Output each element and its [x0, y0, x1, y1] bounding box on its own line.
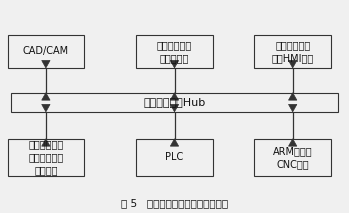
Text: ARM嵌入式
CNC系统: ARM嵌入式 CNC系统	[273, 146, 312, 169]
Polygon shape	[42, 60, 50, 68]
Bar	[254, 35, 331, 68]
Polygon shape	[42, 139, 50, 146]
Polygon shape	[170, 93, 179, 100]
Bar	[136, 35, 213, 68]
Polygon shape	[289, 93, 297, 100]
Text: 图 5   数控系统反射内存网络连接图: 图 5 数控系统反射内存网络连接图	[121, 198, 228, 208]
Text: 数控仿真、加
工模拟系统: 数控仿真、加 工模拟系统	[157, 40, 192, 63]
Polygon shape	[289, 139, 297, 146]
Text: 数控人机操作
界面HMI系统: 数控人机操作 界面HMI系统	[272, 40, 314, 63]
Text: 故障诊断、远
程监控、专家
系统设计: 故障诊断、远 程监控、专家 系统设计	[28, 139, 64, 176]
Bar	[8, 139, 84, 176]
Bar	[11, 93, 338, 112]
Polygon shape	[170, 104, 179, 112]
Text: CAD/CAM: CAD/CAM	[23, 46, 69, 56]
Polygon shape	[289, 60, 297, 68]
Text: 反射内存光纤Hub: 反射内存光纤Hub	[143, 97, 206, 107]
Text: PLC: PLC	[165, 152, 184, 162]
Polygon shape	[170, 139, 179, 146]
Bar	[254, 139, 331, 176]
Polygon shape	[170, 60, 179, 68]
Polygon shape	[42, 104, 50, 112]
Bar	[136, 139, 213, 176]
Polygon shape	[289, 104, 297, 112]
Polygon shape	[42, 93, 50, 100]
Bar	[8, 35, 84, 68]
